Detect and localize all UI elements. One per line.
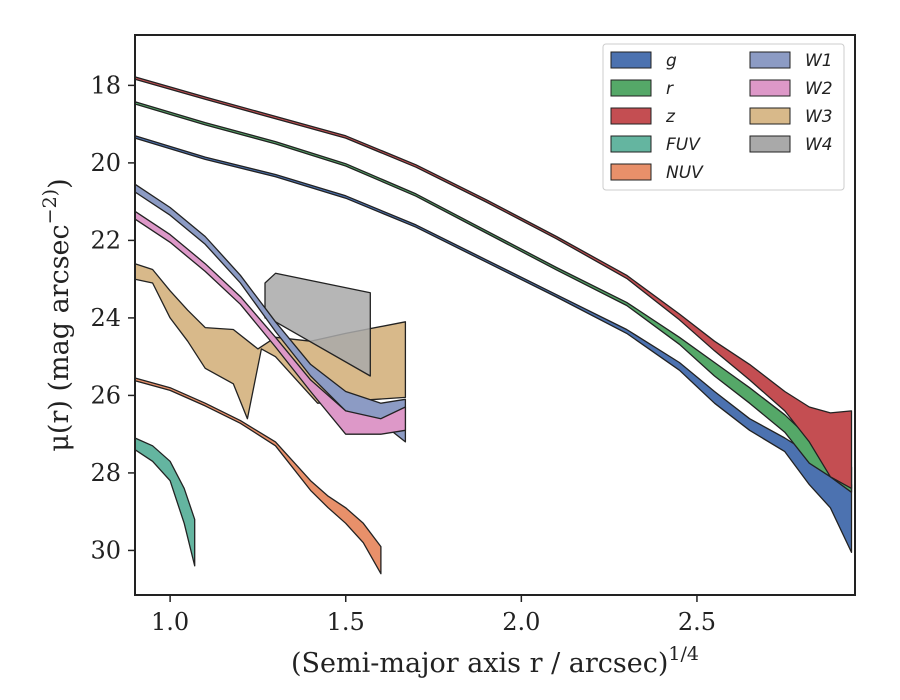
series-band-fuv bbox=[134, 437, 196, 567]
series-band-w2 bbox=[134, 210, 407, 435]
legend-swatch-z bbox=[610, 107, 652, 125]
legend: grz FUV NUV W1 W2 W3 W4 bbox=[602, 43, 845, 191]
series-band-g bbox=[134, 135, 853, 554]
y-tick-label: 18 bbox=[90, 71, 121, 99]
plot-frame bbox=[134, 34, 856, 596]
legend-swatch-w3 bbox=[749, 107, 791, 125]
y-axis-label: μ(r) (mag arcsec−2)) bbox=[39, 178, 75, 451]
y-tick-label: 24 bbox=[90, 304, 121, 332]
legend-label-fuv: FUV bbox=[666, 135, 701, 155]
y-tick-label: 26 bbox=[90, 381, 121, 409]
axis-labels: (Semi-major axis r / arcsec)1/4 μ(r) (mag… bbox=[39, 178, 699, 679]
legend-label-w2: W2 bbox=[805, 79, 833, 99]
x-tick-label: 2.5 bbox=[678, 608, 716, 636]
legend-label-g: g bbox=[666, 51, 677, 71]
y-tick-label: 22 bbox=[90, 226, 121, 254]
legend-label-w4: W4 bbox=[805, 135, 833, 155]
y-axis-label-exponent: −2) bbox=[39, 189, 61, 224]
axes: 1.0 1.5 2.0 2.5 18 20 22 24 26 28 30 bbox=[90, 34, 856, 636]
y-tick-label: 30 bbox=[90, 536, 121, 564]
legend-label-z: z bbox=[665, 107, 676, 127]
legend-label-w3: W3 bbox=[805, 107, 833, 127]
y-axis-label-close: ) bbox=[44, 178, 75, 189]
legend-swatch-r bbox=[610, 79, 652, 97]
legend-label-r: r bbox=[666, 79, 674, 99]
series-areas bbox=[134, 76, 853, 575]
x-tick-label: 1.0 bbox=[151, 608, 189, 636]
series-band-r bbox=[134, 101, 853, 493]
legend-swatch-w1 bbox=[749, 51, 791, 69]
x-tick-label: 1.5 bbox=[327, 608, 365, 636]
series-band-z bbox=[134, 76, 853, 490]
legend-label-w1: W1 bbox=[805, 51, 833, 71]
x-axis-label-exponent: 1/4 bbox=[668, 643, 699, 665]
legend-swatch-nuv bbox=[610, 163, 652, 181]
legend-swatch-w4 bbox=[749, 135, 791, 153]
y-tick-label: 20 bbox=[90, 149, 121, 177]
x-axis-label-main: (Semi-major axis r / arcsec) bbox=[291, 648, 668, 679]
series-band-nuv bbox=[134, 377, 382, 575]
x-axis-label: (Semi-major axis r / arcsec)1/4 bbox=[291, 643, 699, 679]
legend-swatch-w2 bbox=[749, 79, 791, 97]
series-band-w1 bbox=[134, 183, 407, 443]
y-tick-label: 28 bbox=[90, 459, 121, 487]
y-axis-label-main: μ(r) (mag arcsec bbox=[44, 224, 75, 451]
legend-label-nuv: NUV bbox=[666, 163, 704, 183]
legend-swatch-g bbox=[610, 51, 652, 69]
legend-swatch-fuv bbox=[610, 135, 652, 153]
x-tick-label: 2.0 bbox=[502, 608, 540, 636]
